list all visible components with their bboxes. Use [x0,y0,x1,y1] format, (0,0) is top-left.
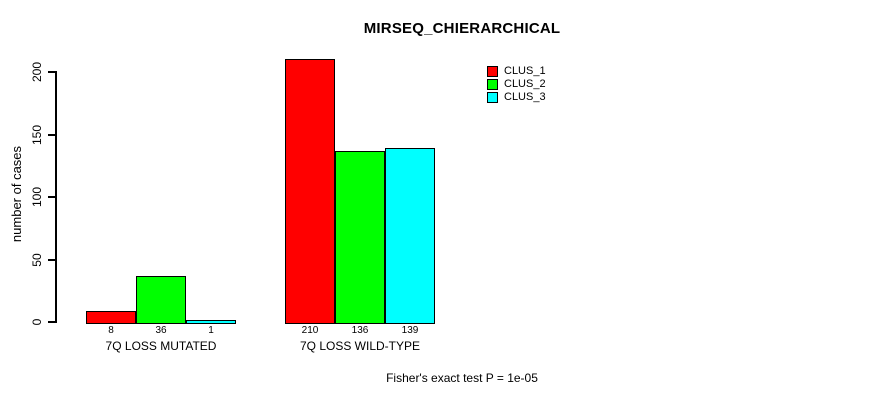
legend-swatch [487,66,498,77]
legend-label: CLUS_1 [504,65,546,77]
y-tick-label: 0 [30,318,44,326]
bar [335,151,385,324]
y-tick-label: 100 [30,187,44,208]
y-axis-tick [48,133,55,136]
bar-value-label: 139 [401,325,419,336]
y-axis-tick [48,321,55,323]
legend: CLUS_1 CLUS_2 CLUS_3 [487,65,546,104]
bar-value-label: 8 [108,325,114,336]
category-label: 7Q LOSS MUTATED [105,339,217,353]
category-label: 7Q LOSS WILD-TYPE [299,339,421,353]
y-axis-tick [48,196,55,199]
bar [136,276,186,324]
legend-item: CLUS_2 [487,78,546,91]
bar-value-label: 36 [155,325,167,336]
annotation-text: Fisher's exact test P = 1e-05 [386,371,538,385]
y-axis-tick [48,71,55,74]
legend-item: CLUS_1 [487,65,546,78]
chart-title: MIRSEQ_CHIERARCHICAL [363,20,561,37]
legend-swatch [487,92,498,103]
y-axis-line [55,71,57,323]
y-axis-tick [48,258,55,261]
legend-label: CLUS_3 [504,91,546,103]
y-tick-label: 150 [30,124,44,145]
legend-label: CLUS_2 [504,78,546,90]
bar [385,148,435,324]
legend-item: CLUS_3 [487,91,546,104]
bar-value-label: 210 [301,325,319,336]
bar-value-label: 136 [351,325,369,336]
legend-swatch [487,79,498,90]
y-axis-label: number of cases [9,145,24,243]
bar [86,311,136,324]
y-tick-label: 200 [30,62,44,83]
bar-value-label: 1 [208,325,214,336]
y-tick-label: 50 [30,252,44,267]
bar [186,320,236,324]
bar [285,59,335,324]
